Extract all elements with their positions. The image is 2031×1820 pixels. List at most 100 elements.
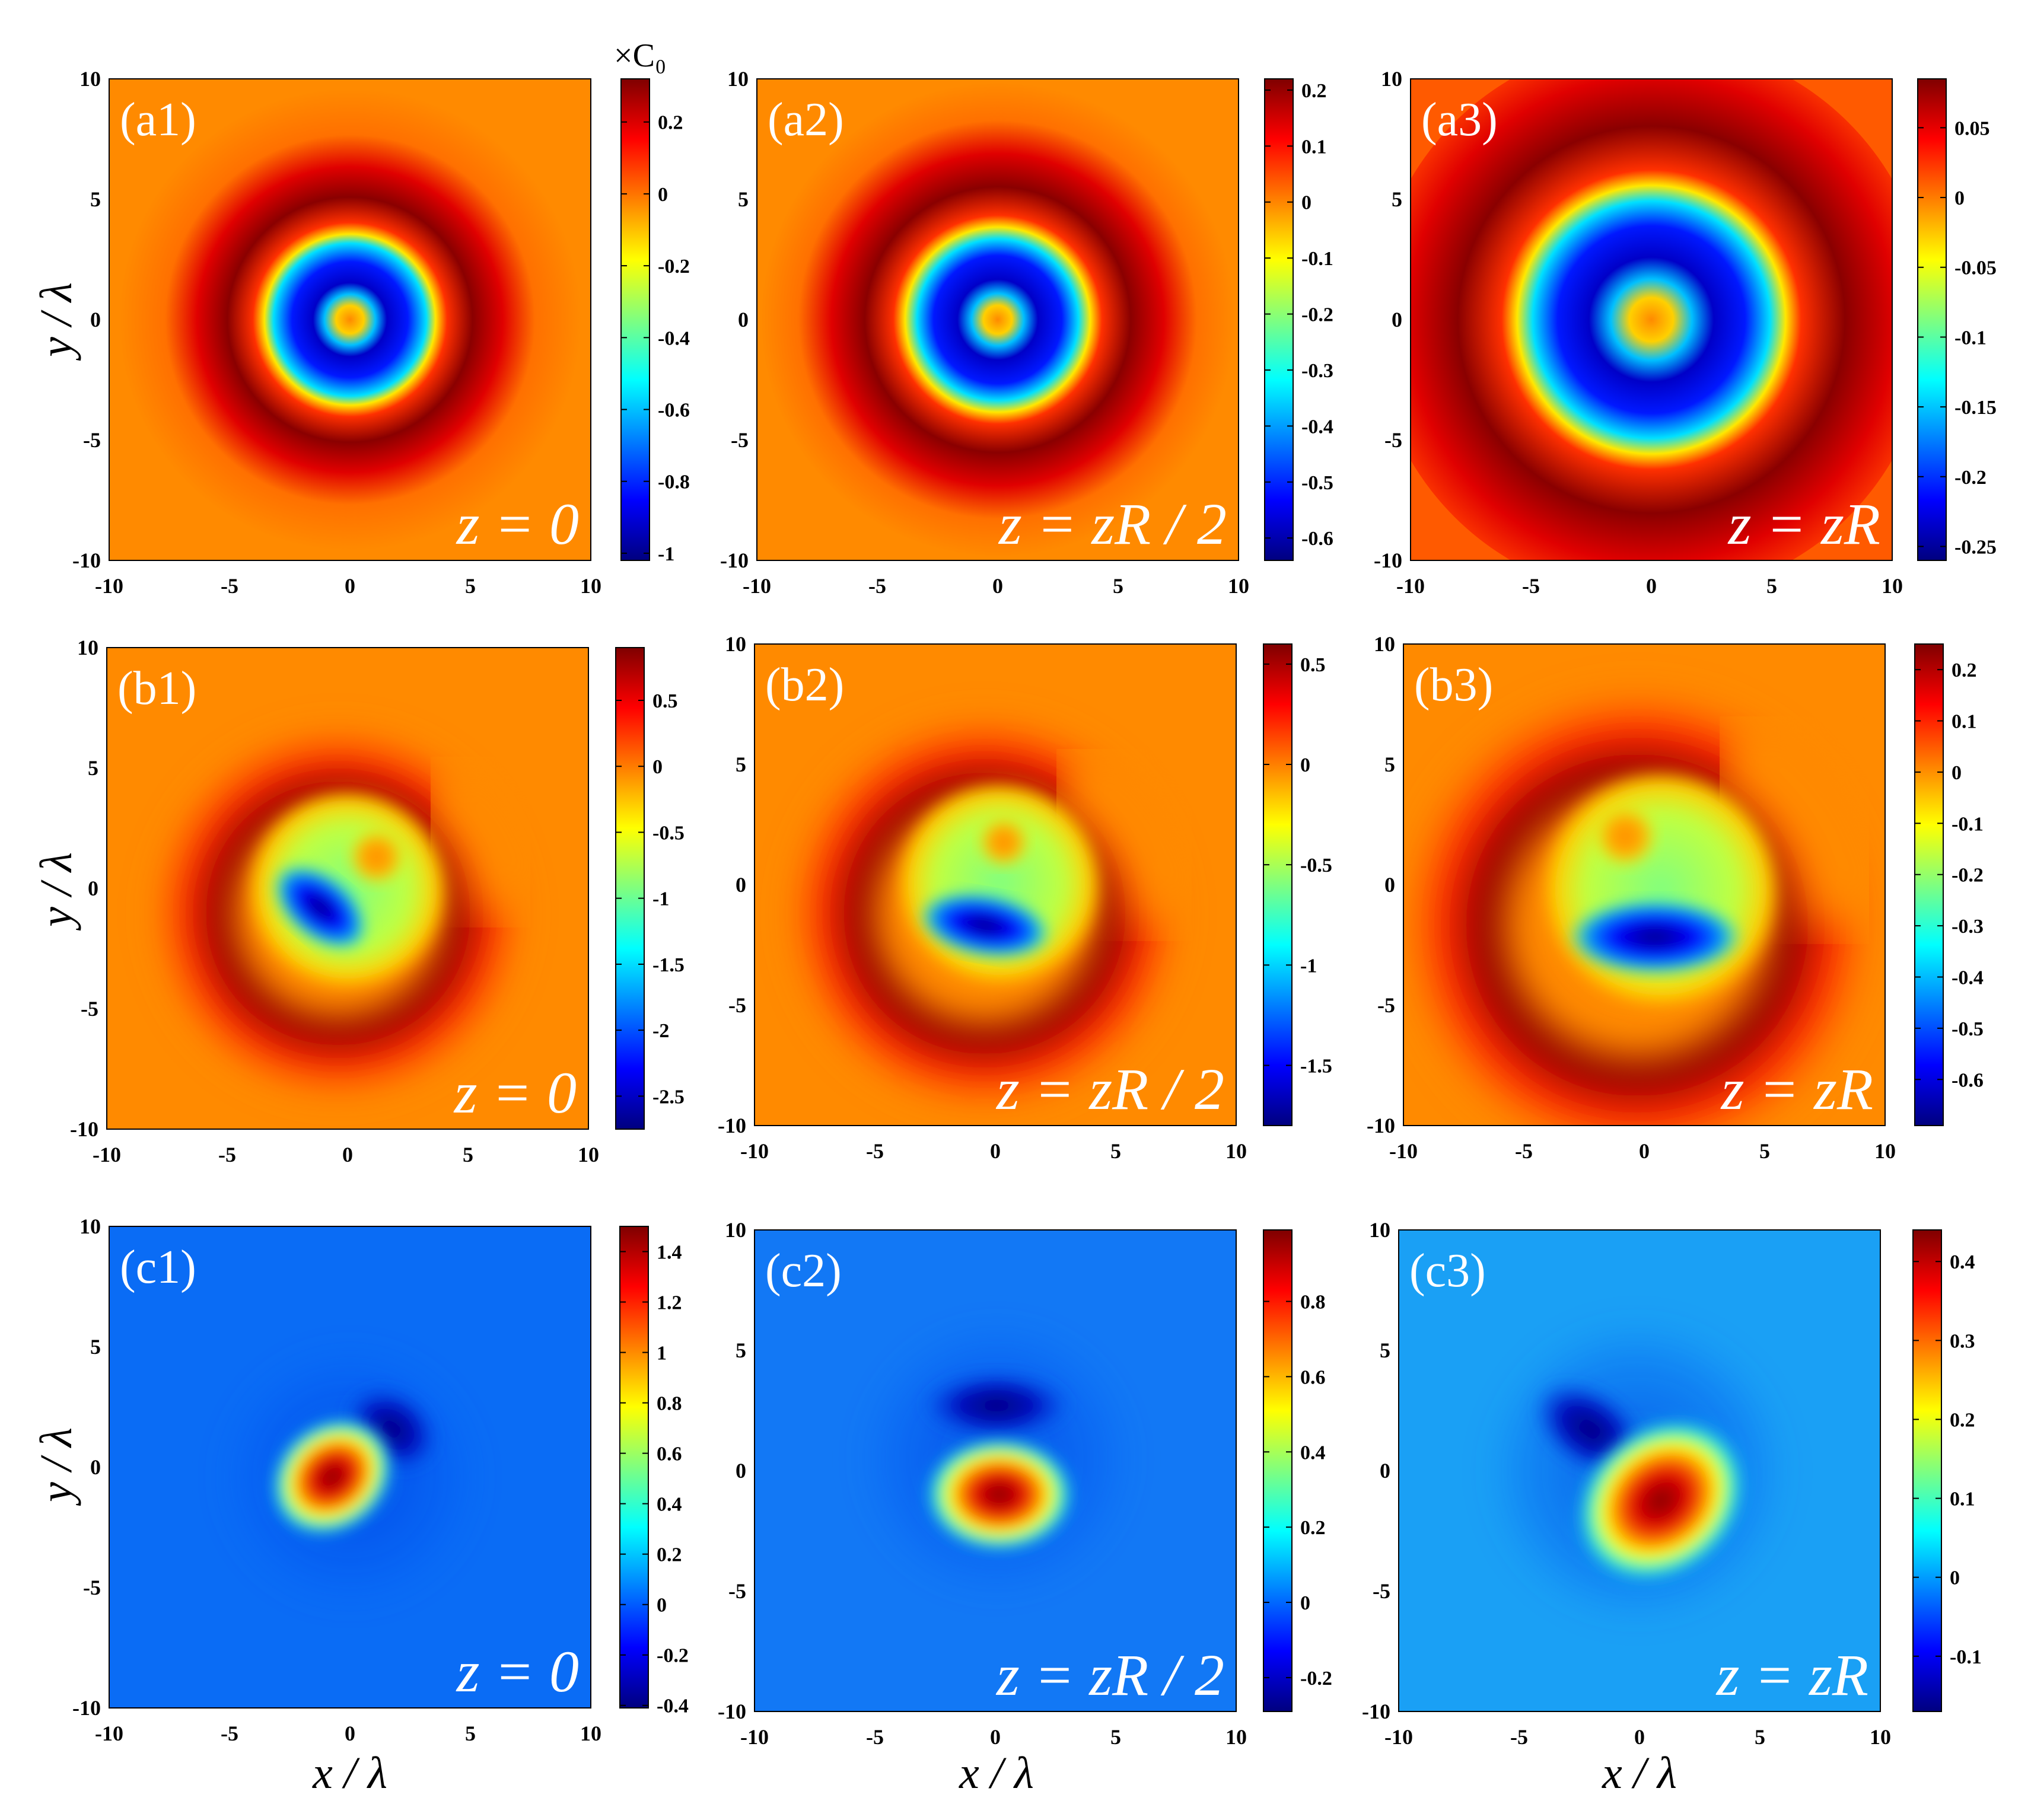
colorbar-tick-a3-4: -0.15 — [1954, 397, 1997, 419]
heatmap-a3-field — [1411, 79, 1892, 560]
y-tick-c3-4: -10 — [1362, 1700, 1390, 1723]
colorbar-tick-a2-8: -0.6 — [1301, 528, 1333, 550]
panel-label-c2: (c2) — [765, 1245, 842, 1297]
y-tick-c1-3: -5 — [83, 1576, 101, 1599]
colorbar-tick-b3-7: -0.5 — [1952, 1018, 1984, 1040]
colorbar-tick-a2-2: 0 — [1301, 192, 1311, 214]
y-tick-b1-4: -10 — [70, 1117, 98, 1141]
y-tick-a3-2: 0 — [1392, 308, 1402, 332]
colorbar-tick-b3-6: -0.4 — [1952, 967, 1984, 989]
x-tick-c1-0: -10 — [95, 1722, 123, 1745]
panel-label-b3: (b3) — [1414, 659, 1493, 711]
colorbar-tick-b3-2: 0 — [1952, 762, 1962, 784]
y-tick-c1-0: 10 — [79, 1215, 101, 1238]
colorbar-tick-a3-0: 0.05 — [1954, 117, 1990, 139]
colorbar-tick-c3-0: 0.4 — [1950, 1251, 1975, 1273]
colorbar-frame-c3 — [1912, 1229, 1942, 1712]
colorbar-tick-c2-3: 0.2 — [1300, 1517, 1326, 1539]
colorbar-b3 — [1915, 644, 1943, 1126]
colorbar-tick-a1-5: -0.8 — [658, 471, 690, 493]
colorbar-tick-c3-3: 0.1 — [1950, 1488, 1975, 1510]
y-axis-label-row-c: y / λ — [31, 1427, 81, 1506]
colorbar-tick-b1-0: 0.5 — [652, 690, 678, 712]
colorbar-tick-b3-3: -0.1 — [1952, 813, 1984, 835]
y-tick-b2-4: -10 — [718, 1114, 746, 1137]
panel-label-c3: (c3) — [1409, 1245, 1486, 1297]
x-tick-b3-2: 0 — [1639, 1139, 1650, 1163]
y-tick-a2-2: 0 — [738, 308, 749, 332]
y-tick-b3-2: 0 — [1384, 873, 1395, 897]
colorbar-frame-c2 — [1263, 1229, 1293, 1712]
y-tick-b3-0: 10 — [1374, 632, 1395, 656]
plot-frame-b1 — [106, 647, 589, 1130]
x-tick-a1-2: 0 — [345, 574, 355, 598]
colorbar-tick-b3-0: 0.2 — [1952, 659, 1977, 681]
x-tick-b2-0: -10 — [740, 1139, 769, 1163]
x-tick-b2-4: 10 — [1225, 1139, 1247, 1163]
y-tick-b1-3: -5 — [81, 997, 98, 1021]
plot-frame-b3 — [1403, 643, 1886, 1126]
colorbar-tick-c1-3: 0.8 — [657, 1393, 682, 1415]
y-tick-a3-4: -10 — [1374, 549, 1402, 572]
y-tick-b3-3: -5 — [1377, 993, 1395, 1017]
y-tick-b2-2: 0 — [736, 873, 746, 897]
heatmap-c2-field — [755, 1230, 1236, 1711]
colorbar-a2 — [1265, 79, 1293, 560]
colorbar-tick-a1-0: 0.2 — [658, 112, 683, 134]
x-tick-c1-3: 5 — [465, 1722, 476, 1745]
y-tick-a1-0: 10 — [79, 67, 101, 91]
x-tick-a2-3: 5 — [1113, 574, 1123, 598]
x-tick-b2-1: -5 — [866, 1139, 884, 1163]
colorbar-c1 — [620, 1226, 648, 1708]
y-tick-b2-3: -5 — [728, 993, 746, 1017]
x-tick-b2-2: 0 — [990, 1139, 1001, 1163]
colorbar-tick-c1-8: -0.2 — [657, 1645, 689, 1667]
colorbar-frame-c1 — [619, 1226, 649, 1709]
panel-label-c1: (c1) — [120, 1241, 196, 1293]
y-tick-c2-4: -10 — [718, 1700, 746, 1723]
z-label-b1: z = 0 — [453, 1060, 577, 1126]
plot-frame-b2 — [754, 643, 1237, 1126]
y-tick-a2-4: -10 — [720, 549, 749, 572]
colorbar-bars — [616, 79, 1946, 1711]
panel-label-b2: (b2) — [765, 659, 844, 711]
colorbar-tick-a2-7: -0.5 — [1301, 472, 1333, 494]
colorbar-tick-a2-6: -0.4 — [1301, 416, 1333, 438]
x-tick-c1-1: -5 — [221, 1722, 238, 1745]
y-tick-c2-2: 0 — [736, 1459, 746, 1483]
x-tick-b1-4: 10 — [578, 1143, 599, 1166]
heatmap-a2-field — [757, 79, 1239, 560]
colorbar-tick-a2-4: -0.2 — [1301, 304, 1333, 326]
colorbar-tick-a1-3: -0.4 — [658, 327, 690, 349]
colorbar-tick-c1-7: 0 — [657, 1595, 667, 1617]
colorbar-tick-b3-4: -0.2 — [1952, 865, 1984, 887]
colorbar-tick-c2-2: 0.4 — [1300, 1442, 1326, 1464]
colorbar-c2 — [1263, 1230, 1292, 1711]
x-tick-a3-2: 0 — [1646, 574, 1657, 598]
heatmap-b3-field — [1403, 644, 1885, 1126]
z-label-a3: z = zR — [1727, 491, 1880, 557]
x-tick-c1-4: 10 — [580, 1722, 601, 1745]
x-tick-b1-0: -10 — [93, 1143, 121, 1166]
x-axis-label-col-2: x / λ — [959, 1748, 1034, 1798]
y-axis-label-row-b: y / λ — [31, 852, 81, 931]
heatmap-a1-field — [109, 79, 591, 560]
x-tick-b1-1: -5 — [218, 1143, 236, 1166]
x-tick-c1-2: 0 — [345, 1722, 355, 1745]
z-label-a2: z = zR / 2 — [998, 491, 1227, 557]
x-tick-c3-3: 5 — [1755, 1725, 1765, 1749]
y-tick-b3-1: 5 — [1384, 753, 1395, 776]
colorbar-tick-b2-3: -1 — [1300, 955, 1317, 977]
colorbar-tick-b2-1: 0 — [1300, 754, 1310, 776]
colorbar-frame-a3 — [1917, 78, 1947, 561]
x-tick-b1-3: 5 — [463, 1143, 473, 1166]
plot-frame-c2 — [754, 1229, 1237, 1712]
y-tick-b1-0: 10 — [77, 636, 98, 659]
y-axis-label-row-a: y / λ — [31, 282, 81, 361]
colorbar-tick-c2-1: 0.6 — [1300, 1366, 1326, 1388]
y-tick-b1-2: 0 — [88, 876, 98, 900]
x-axis-label-col-1: x / λ — [312, 1748, 387, 1798]
colorbar-tick-c1-1: 1.2 — [657, 1292, 682, 1314]
x-tick-b2-3: 5 — [1110, 1139, 1121, 1163]
